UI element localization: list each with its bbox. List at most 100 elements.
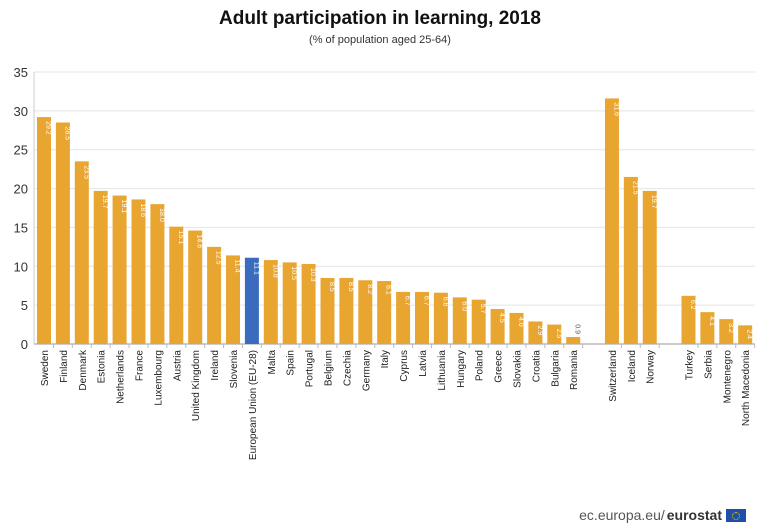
bar [490, 309, 505, 344]
data-label: 2.4 [746, 329, 753, 339]
data-label: 11.4 [234, 259, 241, 272]
data-label: 31.6 [612, 102, 619, 116]
bar [509, 312, 524, 344]
data-label: 8.2 [366, 284, 373, 294]
data-label: 28.5 [63, 127, 70, 141]
bar [415, 291, 429, 344]
data-label: 19.7 [101, 195, 108, 209]
bar [282, 262, 297, 344]
bar [169, 226, 184, 344]
y-tick-label: 15 [14, 220, 28, 235]
bar [55, 122, 70, 344]
y-tick-label: 5 [21, 298, 28, 313]
bar [623, 176, 638, 344]
data-label: 4.5 [498, 313, 505, 323]
footer-site[interactable]: ec.europa.eu/ [579, 507, 665, 523]
bar [566, 337, 581, 344]
data-label: 15.1 [177, 231, 184, 245]
data-label: 6.7 [423, 296, 430, 306]
x-tick-label: Greece [494, 350, 505, 383]
x-tick-label: Hungary [456, 350, 467, 388]
x-tick-label: Portugal [305, 350, 316, 387]
x-tick-label: Switzerland [608, 350, 619, 402]
data-label: 4.0 [517, 317, 524, 327]
x-tick-label: Romania [569, 350, 580, 390]
bar [226, 255, 240, 344]
bar [452, 297, 467, 344]
bar [150, 204, 165, 344]
data-label: 8.1 [385, 285, 392, 295]
bar [320, 277, 335, 344]
data-label: 2.9 [536, 325, 543, 335]
x-tick-label: Estonia [97, 350, 108, 384]
bar [642, 190, 657, 344]
x-tick-label: Finland [59, 350, 70, 383]
y-tick-label: 25 [14, 143, 28, 158]
bar [339, 277, 354, 344]
data-label: 10.5 [290, 266, 297, 280]
bar [547, 324, 562, 344]
data-label: 18.6 [139, 203, 146, 217]
data-label: 12.5 [215, 251, 222, 265]
data-label: 6.0 [460, 301, 467, 311]
y-tick-label: 0 [21, 337, 28, 352]
footer-brand: eurostat [666, 507, 722, 523]
x-tick-label: European Union (EU-28) [248, 350, 259, 460]
x-tick-label: Bulgaria [550, 350, 561, 387]
data-label: 8.5 [347, 282, 354, 292]
data-label: 21.5 [631, 181, 638, 195]
y-tick-label: 10 [14, 259, 28, 274]
data-label: 4.1 [708, 316, 715, 326]
data-label: 14.6 [196, 235, 203, 249]
x-tick-label: Netherlands [116, 350, 127, 404]
bar [471, 299, 486, 344]
bar [188, 230, 203, 344]
x-tick-label: Spain [286, 350, 297, 376]
chart-title: Adult participation in learning, 2018 [219, 8, 541, 29]
data-label: 23.5 [82, 165, 89, 179]
data-label: 8.5 [328, 282, 335, 292]
data-label: 3.2 [727, 323, 734, 333]
bar [396, 291, 411, 344]
bar [74, 161, 89, 344]
x-tick-label: Cyprus [399, 350, 410, 382]
data-label: 11.1 [252, 262, 259, 275]
x-tick-label: Slovenia [229, 350, 240, 389]
x-tick-label: Ireland [210, 350, 221, 381]
bar [377, 281, 392, 344]
y-tick-label: 30 [14, 104, 28, 119]
data-label: 10.3 [309, 268, 316, 282]
data-label: 10.8 [271, 264, 278, 278]
data-label: 29.2 [45, 121, 52, 135]
x-tick-label: Montenegro [722, 350, 733, 404]
x-tick-label: Turkey [684, 350, 695, 380]
x-tick-label: France [135, 350, 146, 382]
bar [93, 190, 108, 344]
bar [37, 117, 51, 345]
data-label: 6.7 [404, 296, 411, 306]
x-tick-label: Germany [361, 350, 372, 391]
data-label: 5.7 [479, 304, 486, 314]
bar [719, 319, 734, 344]
data-label: 19.7 [650, 195, 657, 209]
data-label: 18.0 [158, 208, 165, 222]
bar [244, 257, 259, 344]
x-tick-label: Italy [380, 350, 391, 368]
data-label: 0.9 [574, 324, 581, 334]
data-label: 6.2 [689, 300, 696, 310]
x-tick-label: Norway [646, 350, 657, 384]
footer: ec.europa.eu/eurostat [579, 507, 746, 523]
bar [358, 280, 373, 344]
bar [207, 246, 222, 344]
chart-subtitle: (% of population aged 25-64) [309, 34, 451, 46]
x-tick-label: Denmark [78, 349, 89, 391]
bar [700, 312, 715, 344]
eu-flag-icon [726, 508, 746, 522]
x-tick-label: Serbia [703, 350, 714, 379]
bar [263, 260, 278, 344]
bar [604, 98, 619, 345]
bar [738, 325, 753, 344]
x-tick-label: Latvia [418, 350, 429, 377]
x-tick-label: Poland [475, 350, 486, 381]
